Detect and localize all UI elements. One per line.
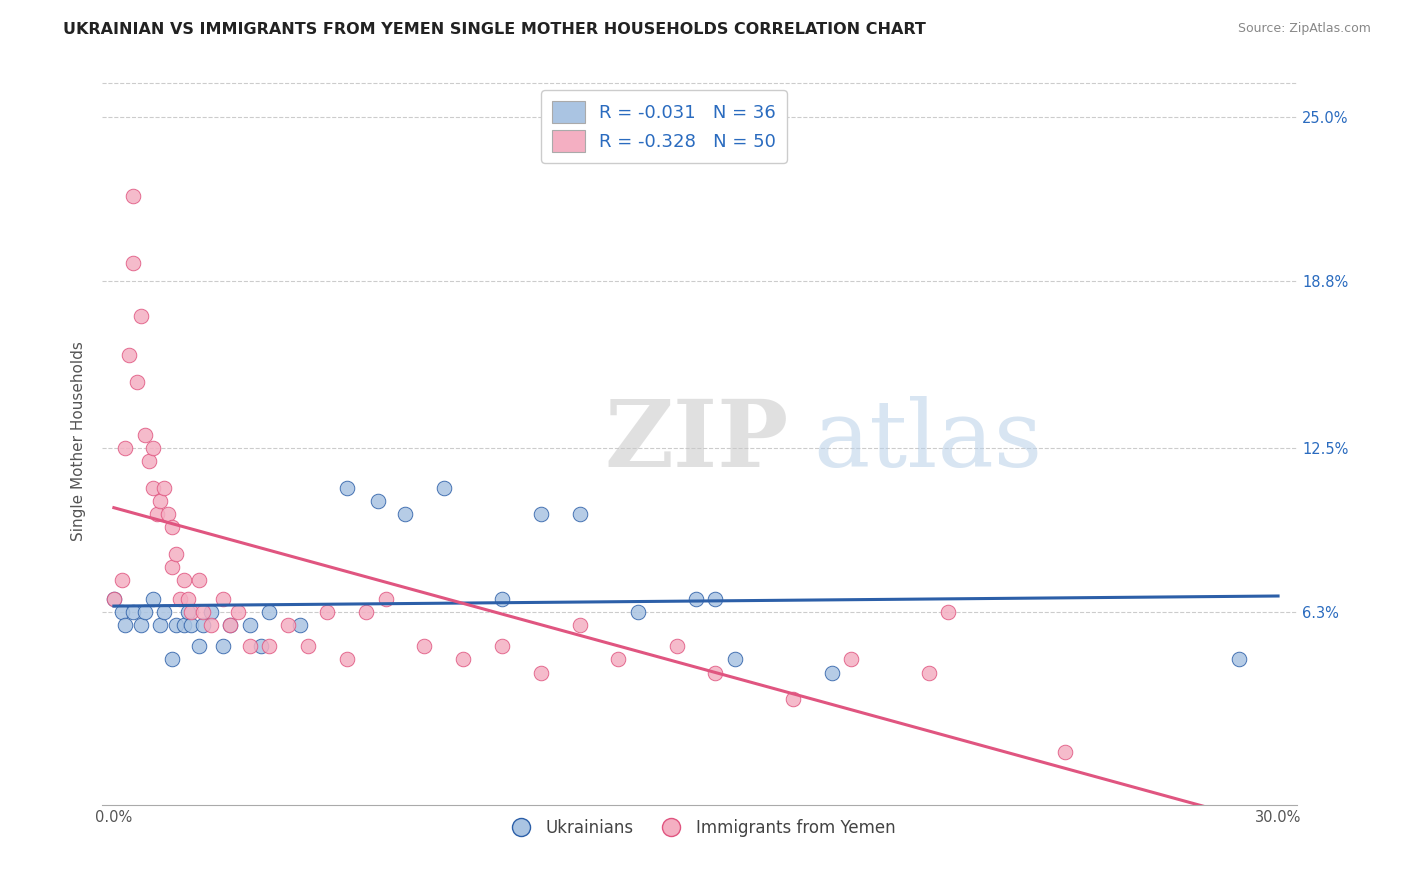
Text: Source: ZipAtlas.com: Source: ZipAtlas.com: [1237, 22, 1371, 36]
Point: [336, 652, 359, 666]
Point: [316, 605, 339, 619]
Point: [200, 605, 222, 619]
Point: [413, 640, 436, 654]
Point: [165, 618, 187, 632]
Point: [191, 618, 214, 632]
Point: [530, 507, 553, 521]
Point: [211, 591, 233, 606]
Text: ZIP: ZIP: [605, 396, 789, 486]
Point: [110, 573, 132, 587]
Point: [157, 507, 180, 521]
Point: [200, 618, 222, 632]
Point: [665, 640, 688, 654]
Point: [250, 640, 273, 654]
Point: [145, 507, 167, 521]
Point: [122, 255, 145, 269]
Point: [134, 427, 156, 442]
Point: [160, 652, 183, 666]
Point: [239, 618, 262, 632]
Point: [129, 309, 152, 323]
Point: [180, 605, 202, 619]
Point: [153, 481, 176, 495]
Point: [936, 605, 959, 619]
Point: [704, 665, 727, 680]
Point: [122, 189, 145, 203]
Point: [374, 591, 396, 606]
Point: [127, 375, 149, 389]
Point: [451, 652, 474, 666]
Point: [118, 348, 141, 362]
Point: [239, 640, 262, 654]
Point: [103, 591, 125, 606]
Y-axis label: Single Mother Households: Single Mother Households: [72, 342, 86, 541]
Point: [704, 591, 727, 606]
Point: [288, 618, 311, 632]
Legend: Ukrainians, Immigrants from Yemen: Ukrainians, Immigrants from Yemen: [498, 813, 903, 844]
Point: [491, 591, 513, 606]
Point: [219, 618, 242, 632]
Point: [176, 605, 198, 619]
Point: [169, 591, 191, 606]
Point: [219, 618, 242, 632]
Text: UKRAINIAN VS IMMIGRANTS FROM YEMEN SINGLE MOTHER HOUSEHOLDS CORRELATION CHART: UKRAINIAN VS IMMIGRANTS FROM YEMEN SINGL…: [63, 22, 927, 37]
Point: [188, 640, 211, 654]
Point: [153, 605, 176, 619]
Point: [103, 591, 125, 606]
Point: [724, 652, 747, 666]
Point: [149, 618, 172, 632]
Point: [782, 692, 804, 706]
Point: [627, 605, 650, 619]
Point: [173, 573, 195, 587]
Point: [394, 507, 416, 521]
Point: [257, 640, 280, 654]
Point: [122, 605, 145, 619]
Point: [918, 665, 941, 680]
Point: [142, 591, 165, 606]
Point: [165, 547, 187, 561]
Point: [149, 493, 172, 508]
Point: [568, 618, 591, 632]
Point: [142, 441, 165, 455]
Text: atlas: atlas: [814, 396, 1043, 486]
Point: [226, 605, 249, 619]
Point: [491, 640, 513, 654]
Point: [114, 441, 136, 455]
Point: [257, 605, 280, 619]
Point: [142, 481, 165, 495]
Point: [1053, 745, 1076, 759]
Point: [839, 652, 862, 666]
Point: [176, 591, 198, 606]
Point: [336, 481, 359, 495]
Point: [129, 618, 152, 632]
Point: [277, 618, 299, 632]
Point: [530, 665, 553, 680]
Point: [191, 605, 214, 619]
Point: [367, 493, 389, 508]
Point: [685, 591, 707, 606]
Point: [211, 640, 233, 654]
Point: [1227, 652, 1250, 666]
Point: [433, 481, 456, 495]
Point: [180, 618, 202, 632]
Point: [568, 507, 591, 521]
Point: [110, 605, 132, 619]
Point: [821, 665, 844, 680]
Point: [138, 454, 160, 468]
Point: [188, 573, 211, 587]
Point: [160, 560, 183, 574]
Point: [114, 618, 136, 632]
Point: [297, 640, 319, 654]
Point: [173, 618, 195, 632]
Point: [134, 605, 156, 619]
Point: [354, 605, 377, 619]
Point: [607, 652, 630, 666]
Point: [160, 520, 183, 534]
